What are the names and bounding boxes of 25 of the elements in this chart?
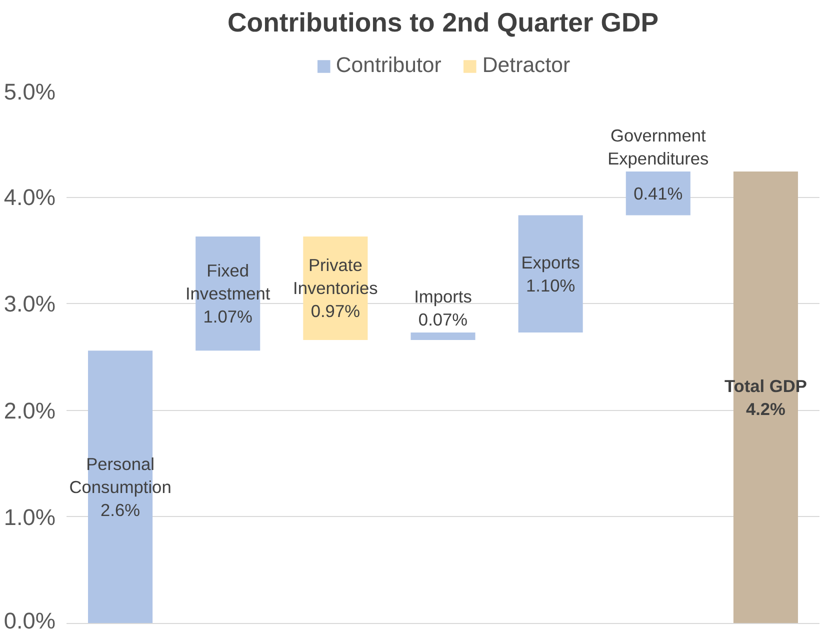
data-label: 0.97% [310,301,360,322]
data-label: 1.10% [526,275,576,296]
legend-label: Detractor [482,53,570,78]
y-tick-label: 2.0% [4,397,56,424]
y-tick-label: 5.0% [4,78,56,104]
x-tick-label: Fixed Investment [185,260,270,304]
y-tick-label: 1.0% [4,504,56,530]
data-label: 2.6% [100,500,140,520]
x-tick-label: Personal Consumption [69,454,172,498]
legend-label: Contributor [336,53,442,78]
data-label: 4.2% [746,399,786,420]
y-tick-label: 4.0% [4,184,56,210]
bar [410,332,476,340]
x-tick-label: Private Inventories [293,255,378,298]
data-label: 1.07% [203,306,252,327]
x-tick-label: Imports [414,286,472,306]
x-tick-label: Exports [521,252,580,272]
data-label: 0.07% [418,309,468,330]
y-tick-label: 3.0% [4,290,56,317]
chart-title: Contributions to 2nd Quarter GDP [228,8,658,38]
bar [626,172,690,216]
bar [518,215,583,332]
y-tick-label: 0.0% [4,608,56,634]
data-label: 0.41% [634,183,683,204]
x-tick-label: Government Expenditures [608,125,710,168]
